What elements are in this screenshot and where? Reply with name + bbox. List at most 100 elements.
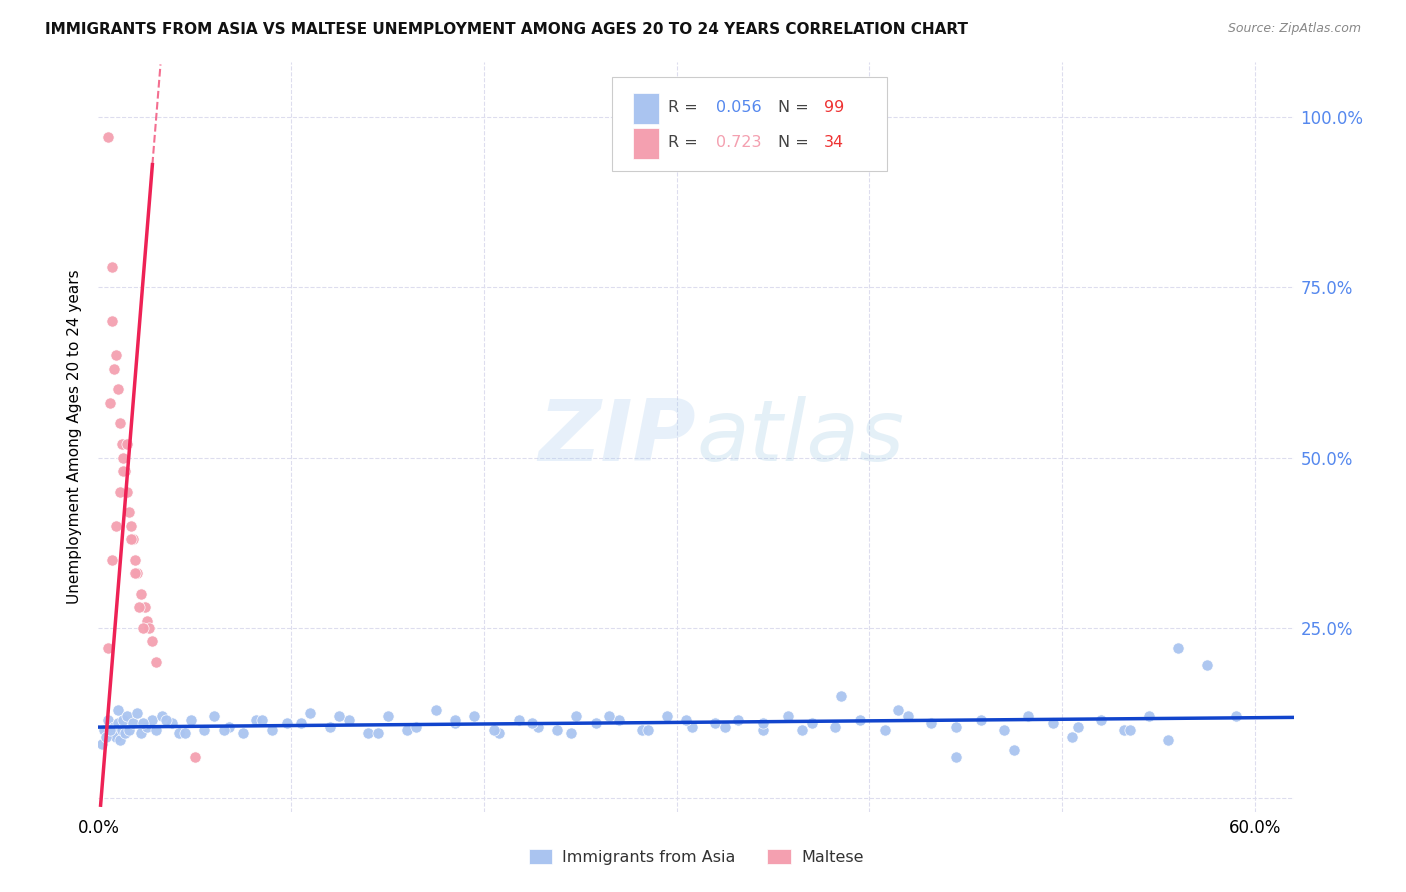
Point	[319, 720, 342, 734]
Point	[778, 709, 800, 723]
Point	[103, 720, 125, 734]
Point	[212, 723, 235, 737]
Legend: Immigrants from Asia, Maltese: Immigrants from Asia, Maltese	[522, 842, 870, 871]
Point	[508, 713, 530, 727]
Point	[337, 713, 360, 727]
Point	[108, 733, 131, 747]
Point	[124, 552, 146, 566]
Point	[97, 641, 120, 656]
Point	[482, 723, 505, 737]
Point	[444, 713, 467, 727]
Point	[107, 716, 129, 731]
Point	[107, 702, 129, 716]
Point	[118, 723, 141, 737]
Point	[425, 702, 447, 716]
Point	[122, 716, 145, 731]
Point	[117, 709, 139, 723]
Point	[98, 723, 121, 737]
Point	[110, 437, 132, 451]
Point	[108, 417, 131, 431]
Point	[945, 720, 967, 734]
Point	[897, 709, 920, 723]
Point	[260, 723, 283, 737]
Point	[112, 464, 135, 478]
Point	[1002, 743, 1025, 757]
Y-axis label: Unemployment Among Ages 20 to 24 years: Unemployment Among Ages 20 to 24 years	[66, 269, 82, 605]
Point	[101, 260, 124, 274]
Point	[752, 716, 775, 731]
Point	[598, 709, 620, 723]
Text: R =: R =	[668, 100, 703, 115]
Point	[546, 723, 568, 737]
Point	[120, 533, 142, 547]
Text: ZIP: ZIP	[538, 395, 696, 479]
Point	[920, 716, 942, 731]
Point	[585, 716, 607, 731]
Point	[520, 716, 543, 731]
Text: N =: N =	[779, 100, 814, 115]
Point	[107, 383, 129, 397]
Point	[180, 713, 202, 727]
Point	[1118, 723, 1140, 737]
Point	[112, 450, 135, 465]
Point	[112, 713, 135, 727]
Point	[93, 723, 115, 737]
Point	[824, 720, 846, 734]
Text: Source: ZipAtlas.com: Source: ZipAtlas.com	[1227, 22, 1361, 36]
Point	[681, 720, 703, 734]
Point	[98, 396, 121, 410]
Point	[945, 750, 967, 764]
Point	[290, 716, 312, 731]
Point	[873, 723, 896, 737]
Point	[527, 720, 550, 734]
Point	[727, 713, 749, 727]
Point	[1157, 733, 1180, 747]
Point	[565, 709, 588, 723]
Text: R =: R =	[668, 135, 703, 150]
Point	[1017, 709, 1039, 723]
Point	[800, 716, 823, 731]
Point	[849, 713, 872, 727]
Point	[993, 723, 1015, 737]
Point	[129, 587, 152, 601]
Bar	[633, 93, 659, 124]
Point	[299, 706, 322, 720]
Point	[169, 726, 191, 740]
Point	[104, 730, 127, 744]
Point	[104, 348, 127, 362]
Point	[108, 484, 131, 499]
Point	[110, 723, 132, 737]
Text: 99: 99	[824, 100, 844, 115]
Point	[1137, 709, 1160, 723]
Point	[276, 716, 298, 731]
Point	[104, 518, 127, 533]
Point	[150, 709, 173, 723]
Point	[1225, 709, 1247, 723]
Point	[631, 723, 654, 737]
Point	[377, 709, 399, 723]
Point	[607, 713, 630, 727]
Point	[714, 720, 737, 734]
Point	[145, 655, 167, 669]
Point	[193, 723, 215, 737]
Point	[328, 709, 350, 723]
Point	[752, 723, 775, 737]
Point	[830, 689, 852, 703]
Point	[117, 484, 139, 499]
Point	[395, 723, 418, 737]
Point	[141, 713, 163, 727]
Point	[1167, 641, 1189, 656]
Point	[117, 437, 139, 451]
Point	[970, 713, 993, 727]
Point	[101, 314, 124, 328]
Point	[160, 716, 183, 731]
Point	[101, 552, 124, 566]
Point	[114, 464, 136, 478]
Point	[1090, 713, 1112, 727]
Point	[118, 505, 141, 519]
Point	[488, 726, 510, 740]
Point	[184, 750, 207, 764]
Point	[1060, 730, 1083, 744]
Text: 34: 34	[824, 135, 844, 150]
Point	[1195, 658, 1218, 673]
